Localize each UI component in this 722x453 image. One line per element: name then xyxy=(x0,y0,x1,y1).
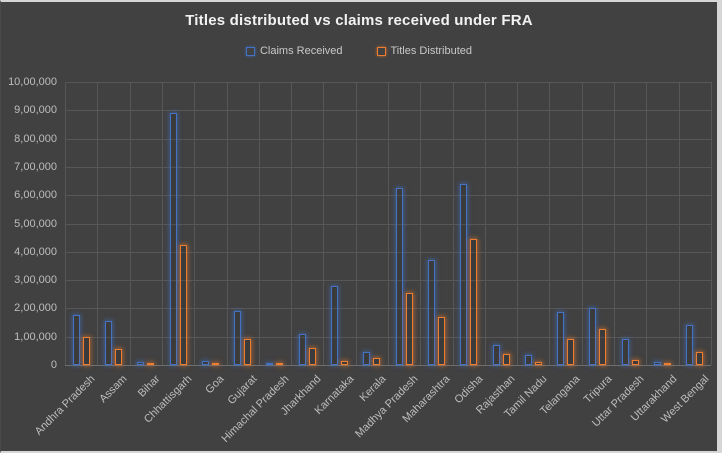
bar-claims-received-andhra-pradesh xyxy=(72,315,80,365)
gridline-x xyxy=(291,82,292,365)
gridline-x xyxy=(614,82,615,365)
bar-claims-received-west-bengal xyxy=(686,325,694,365)
gridline-x xyxy=(549,82,550,365)
bar-claims-received-himachal-pradesh xyxy=(266,363,274,365)
bar-claims-received-maharashtra xyxy=(427,260,435,365)
gridline-x xyxy=(646,82,647,365)
bar-claims-received-chhattisgarh xyxy=(169,113,177,365)
bar-claims-received-jharkhand xyxy=(298,333,306,365)
bar-claims-received-assam xyxy=(104,321,112,365)
bar-titles-distributed-jharkhand xyxy=(308,348,316,365)
bar-claims-received-bihar xyxy=(137,362,145,365)
gridline-x xyxy=(711,82,712,365)
bar-claims-received-telangana xyxy=(557,311,565,365)
bar-claims-received-uttarakhand xyxy=(654,362,662,365)
y-axis-tick-label: 5,00,000 xyxy=(14,217,57,230)
bar-titles-distributed-andhra-pradesh xyxy=(82,336,90,365)
chart-legend: Claims Received Titles Distributed xyxy=(1,45,717,57)
bar-titles-distributed-uttarakhand xyxy=(664,363,672,365)
bar-titles-distributed-gujarat xyxy=(244,338,252,365)
bar-claims-received-tamil-nadu xyxy=(524,355,532,365)
legend-item-titles-distributed: Titles Distributed xyxy=(376,45,473,57)
bar-claims-received-madhya-pradesh xyxy=(395,187,403,365)
x-axis-label-andhra-pradesh: Andhra Pradesh xyxy=(32,373,98,438)
legend-item-claims-received: Claims Received xyxy=(245,45,343,57)
x-axis-label-goa: Goa xyxy=(203,373,227,397)
bar-titles-distributed-karnataka xyxy=(341,360,349,365)
bar-titles-distributed-assam xyxy=(114,349,122,365)
y-axis-tick-label: 0 xyxy=(50,359,57,371)
bar-titles-distributed-goa xyxy=(211,363,219,365)
bar-titles-distributed-himachal-pradesh xyxy=(276,363,284,365)
bar-titles-distributed-chhattisgarh xyxy=(179,244,187,365)
gridline-x xyxy=(679,82,680,365)
bar-titles-distributed-odisha xyxy=(470,239,478,365)
bar-claims-received-gujarat xyxy=(234,311,242,365)
x-axis-label-assam: Assam xyxy=(97,373,130,406)
bar-titles-distributed-telangana xyxy=(567,338,575,365)
gridline-x xyxy=(194,82,195,365)
bar-claims-received-karnataka xyxy=(331,285,339,365)
gridline-x xyxy=(517,82,518,365)
y-axis-tick-label: 1,00,000 xyxy=(14,330,57,343)
y-axis-tick-label: 8,00,000 xyxy=(14,132,57,145)
y-axis-tick-label: 4,00,000 xyxy=(14,245,57,258)
x-axis-label-kerala: Kerala xyxy=(357,373,389,404)
bar-titles-distributed-tripura xyxy=(599,328,607,365)
gridline-x xyxy=(420,82,421,365)
bar-claims-received-uttar-pradesh xyxy=(621,338,629,365)
y-axis-tick-label: 10,00,000 xyxy=(8,76,57,88)
chart-title: Titles distributed vs claims received un… xyxy=(185,12,533,29)
gridline-x xyxy=(259,82,260,365)
bar-claims-received-rajasthan xyxy=(492,345,500,365)
bar-claims-received-odisha xyxy=(460,183,468,365)
bar-titles-distributed-madhya-pradesh xyxy=(405,292,413,365)
bar-titles-distributed-west-bengal xyxy=(696,351,704,365)
bar-titles-distributed-uttar-pradesh xyxy=(631,359,639,365)
gridline-x xyxy=(388,82,389,365)
gridline-x xyxy=(485,82,486,365)
bar-titles-distributed-tamil-nadu xyxy=(534,362,542,365)
bar-titles-distributed-rajasthan xyxy=(502,353,510,365)
gridline-x xyxy=(356,82,357,365)
gridline-x xyxy=(227,82,228,365)
bar-claims-received-goa xyxy=(201,360,209,365)
gridline-x xyxy=(453,82,454,365)
bar-titles-distributed-maharashtra xyxy=(437,316,445,365)
gridline-x xyxy=(582,82,583,365)
bar-claims-received-tripura xyxy=(589,308,597,365)
gridline-y-0 xyxy=(65,365,711,366)
legend-label-claims-received: Claims Received xyxy=(259,45,343,57)
gridline-x xyxy=(323,82,324,365)
y-axis-tick-label: 3,00,000 xyxy=(14,274,57,287)
gridline-x xyxy=(162,82,163,365)
y-axis-tick-label: 7,00,000 xyxy=(14,160,57,173)
y-axis-tick-label: 6,00,000 xyxy=(14,189,57,202)
y-axis-tick-label: 9,00,000 xyxy=(14,104,57,117)
claims-received-swatch-icon xyxy=(245,46,255,56)
bar-titles-distributed-kerala xyxy=(373,357,381,365)
y-axis-tick-label: 2,00,000 xyxy=(14,302,57,315)
gridline-x xyxy=(130,82,131,365)
gridline-x xyxy=(65,82,66,365)
bar-titles-distributed-bihar xyxy=(147,363,155,365)
legend-label-titles-distributed: Titles Distributed xyxy=(390,45,473,57)
gridline-x xyxy=(97,82,98,365)
plot-area xyxy=(65,82,712,366)
titles-distributed-swatch-icon xyxy=(376,46,386,56)
bar-claims-received-kerala xyxy=(363,352,371,365)
x-axis-label-bihar: Bihar xyxy=(135,373,163,400)
